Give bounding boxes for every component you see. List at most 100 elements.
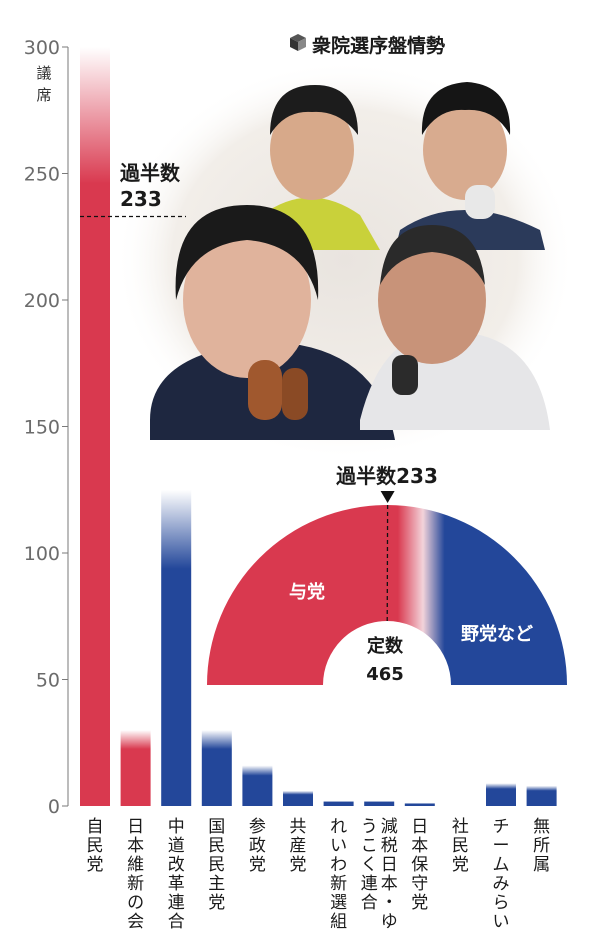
category-label-char: 民 [452,836,469,856]
slice-label-opposition: 野党など [461,623,533,645]
bar-れいわ新選組 [323,800,354,806]
category-label-char: 組 [330,912,347,932]
category-label-char: 税 [381,836,398,856]
person-photo-4 [360,225,550,430]
category-label-char: ・ [381,893,398,913]
category-label-char: 無 [533,817,550,837]
category-label-char: 日 [381,855,398,875]
category-labels: 自民党日本維新の会中道改革連合国民民主党参政党共産党れいわ新選組減税日本・ゆうこ… [87,817,551,932]
bar-減税日本・ゆうこく連合 [364,800,395,806]
category-label-char: い [330,836,347,856]
majority-annotation: 過半数 233 [80,161,186,218]
category-label-char: チ [493,817,510,837]
chart-title: 衆院選序盤情勢 [312,34,445,57]
bar-国民民主党 [201,730,232,806]
category-label-char: 社 [452,817,469,837]
slice-label-ruling: 与党 [289,581,325,603]
category-label-char: こ [361,836,378,856]
category-label-char: 政 [249,836,266,856]
bar-参政党 [242,765,273,806]
bar-共産党 [283,790,313,806]
y-tick-label: 250 [24,164,60,186]
donut-total-label: 定数 [367,635,404,657]
category-label-char: 選 [330,893,347,913]
category-label-char: 保 [411,855,428,875]
category-label-char: 属 [533,855,550,875]
category-label-char: 自 [87,817,104,837]
bar-日本保守党 [404,803,435,806]
category-label-char: み [493,874,510,894]
bar-中道改革連合 [161,489,192,806]
y-axis: 0 50 100 150 200 250 300 議席 [24,37,69,818]
category-label-char: 新 [127,874,144,894]
chart-title-group: 衆院選序盤情勢 [290,34,445,57]
donut-arc [207,505,567,685]
category-label-char: 本 [411,836,428,856]
y-tick-label: 300 [24,37,60,59]
bar-日本維新の会 [120,730,151,806]
category-label-char: 合 [168,912,185,932]
category-label-char: う [361,817,378,837]
category-label-char: 党 [249,855,266,875]
category-label-char: 日 [127,817,144,837]
category-label-char: 党 [452,855,469,875]
cube-icon [290,34,306,51]
category-label-char: ム [493,855,510,875]
y-axis-label: 席 [36,86,51,104]
category-label-char: 会 [127,912,144,932]
majority-label: 過半数 [120,161,181,185]
category-label-char: 道 [168,836,185,856]
category-label-char: 党 [290,855,307,875]
category-label-char: い [493,912,510,932]
person-photo-3 [150,205,395,440]
category-label-char: 国 [208,817,225,837]
majority-arrow-icon [380,491,395,504]
category-label-char: ゆ [381,912,398,932]
category-label-char: わ [330,855,347,875]
category-label-char: 本 [381,874,398,894]
category-label-char: 党 [208,893,225,913]
category-label-char: 減 [381,817,398,837]
bar-series [80,47,557,806]
category-label-char: 維 [127,855,144,875]
donut-total-value: 465 [366,664,404,685]
category-label-char: れ [330,817,347,837]
y-tick-label: 50 [36,670,60,692]
y-axis-label: 議 [36,64,51,82]
category-label-char: 所 [533,836,550,856]
bar-自民党 [80,47,110,806]
half-donut-chart: 過半数233 与党 野党など 定数 465 [207,464,567,685]
category-label-char: 産 [290,836,307,856]
category-label-char: 党 [411,893,428,913]
y-tick-label: 200 [24,290,60,312]
y-tick-label: 100 [24,543,60,565]
category-label-char: 改 [168,855,185,875]
category-label-char: 共 [290,817,307,837]
bar-無所属 [526,785,557,806]
majority-value: 233 [120,187,162,211]
category-label-char: 守 [411,874,428,894]
category-label-char: 主 [208,874,225,894]
bar-チームみらい [486,783,516,806]
category-label-char: 中 [168,817,185,837]
category-label-char: ら [493,893,510,913]
category-label-char: 民 [208,855,225,875]
category-label-char: 連 [168,893,185,913]
category-label-char: 参 [249,817,266,837]
category-label-char: 本 [127,836,144,856]
y-tick-label: 150 [24,417,60,439]
category-label-char: 民 [87,836,104,856]
category-label-char: 民 [208,836,225,856]
category-label-char: 連 [361,874,378,894]
category-label-char: く [361,855,378,875]
category-label-char: 革 [168,874,185,894]
category-label-char: 党 [87,855,104,875]
candidate-photos [115,60,575,460]
category-label-char: ー [493,836,510,856]
donut-majority-label: 過半数233 [336,464,438,488]
y-tick-label: 0 [48,796,60,818]
category-label-char: 日 [411,817,428,837]
category-label-char: の [127,893,144,913]
category-label-char: 合 [361,893,378,913]
